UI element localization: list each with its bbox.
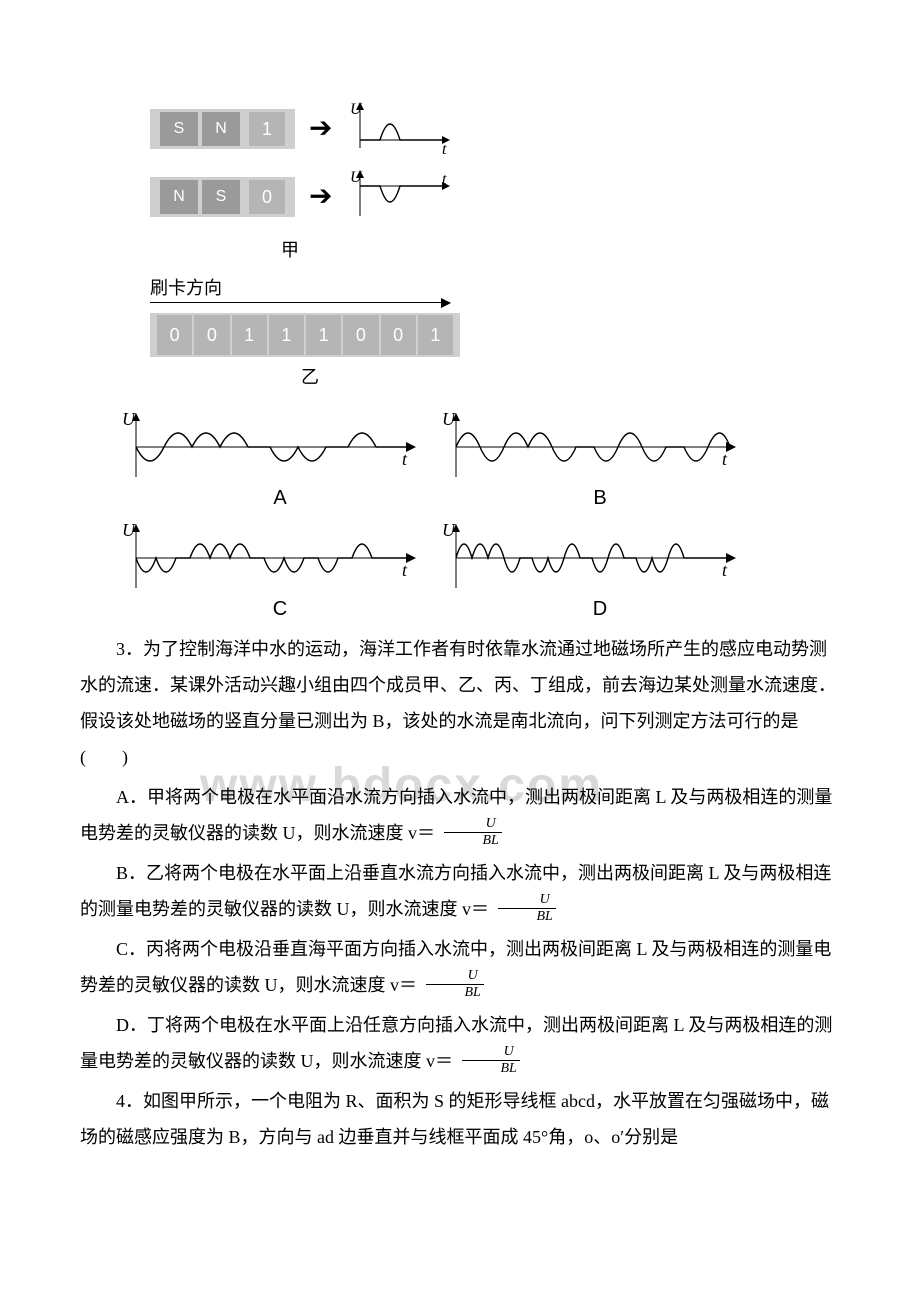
- swipe-arrow: [150, 302, 450, 303]
- bit-cell: 1: [232, 315, 267, 355]
- graph-a-svg: U t: [120, 409, 420, 485]
- bit-cell: 0: [157, 315, 192, 355]
- arrow-icon: ➔: [309, 115, 332, 143]
- q3-intro: 3．为了控制海洋中水的运动，海洋工作者有时依靠水流通过地磁场所产生的感应电动势测…: [80, 631, 840, 775]
- svg-text:t: t: [402, 449, 408, 469]
- bit-cell: 1: [306, 315, 341, 355]
- magnet-n: N: [201, 111, 241, 147]
- pulse-down-graph: U t: [346, 168, 456, 226]
- q3-option-d: D．丁将两个电极在水平面上沿任意方向插入水流中，测出两极间距离 L 及与两极相连…: [80, 1007, 840, 1079]
- graph-b-label: B: [440, 487, 760, 510]
- axis-t: t: [442, 141, 447, 158]
- graph-a: U t A: [120, 409, 440, 510]
- magnet-value-0: 0: [248, 179, 286, 215]
- graph-c: U t C: [120, 520, 440, 621]
- magnet-n2: N: [159, 179, 199, 215]
- graph-c-svg: U t: [120, 520, 420, 596]
- formula-ubl: UBL: [498, 893, 556, 924]
- q3-d-text: D．丁将两个电极在水平面上沿任意方向插入水流中，测出两极间距离 L 及与两极相连…: [80, 1015, 832, 1071]
- axis-t: t: [442, 171, 447, 188]
- graph-b-svg: U t: [440, 409, 740, 485]
- question-3: 3．为了控制海洋中水的运动，海洋工作者有时依靠水流通过地磁场所产生的感应电动势测…: [80, 631, 840, 1155]
- magnet-s: S: [159, 111, 199, 147]
- q3-option-b: B．乙将两个电极在水平面上沿垂直水流方向插入水流中，测出两极间距离 L 及与两极…: [80, 855, 840, 927]
- q3-option-c: C．丙将两个电极沿垂直海平面方向插入水流中，测出两极间距离 L 及与两极相连的测…: [80, 931, 840, 1003]
- q4-text: 4．如图甲所示，一个电阻为 R、面积为 S 的矩形导线框 abcd，水平放置在匀…: [80, 1083, 840, 1155]
- bit-cell: 1: [418, 315, 453, 355]
- graph-a-label: A: [120, 487, 440, 510]
- pulse-up-graph: U t: [346, 100, 456, 158]
- graph-c-label: C: [120, 598, 440, 621]
- figure-jia-row1: S N 1 ➔ U t: [150, 100, 840, 158]
- bit-cell: 0: [343, 315, 378, 355]
- formula-ubl: UBL: [426, 969, 484, 1000]
- graph-b: U t B: [440, 409, 760, 510]
- bit-strip: 0 0 1 1 1 0 0 1: [150, 313, 460, 357]
- swipe-direction-label: 刷卡方向: [150, 274, 840, 300]
- magnet-strip-1: S N 1: [150, 109, 295, 149]
- q3-b-text: B．乙将两个电极在水平面上沿垂直水流方向插入水流中，测出两极间距离 L 及与两极…: [80, 863, 831, 919]
- figure-yi-label: 乙: [290, 363, 330, 389]
- formula-ubl: UBL: [444, 817, 502, 848]
- graph-d-svg: U t: [440, 520, 740, 596]
- figure-jia-row2: N S 0 ➔ U t: [150, 168, 840, 226]
- q3-option-a: A．甲将两个电极在水平面沿水流方向插入水流中，测出两极间距离 L 及与两极相连的…: [80, 779, 840, 851]
- magnet-strip-0: N S 0: [150, 177, 295, 217]
- svg-text:t: t: [722, 449, 728, 469]
- magnet-value-1: 1: [248, 111, 286, 147]
- formula-ubl: UBL: [462, 1045, 520, 1076]
- graph-d-label: D: [440, 598, 760, 621]
- graph-d: U t D: [440, 520, 760, 621]
- bit-cell: 0: [194, 315, 229, 355]
- magnet-s2: S: [201, 179, 241, 215]
- bit-cell: 0: [381, 315, 416, 355]
- bit-cell: 1: [269, 315, 304, 355]
- figure-jia-label: 甲: [270, 236, 310, 262]
- svg-text:t: t: [722, 560, 728, 580]
- arrow-icon: ➔: [309, 183, 332, 211]
- option-graphs: U t A U t B U t: [120, 409, 760, 631]
- svg-text:t: t: [402, 560, 408, 580]
- figure-jia: S N 1 ➔ U t N S 0 ➔ U t: [150, 100, 840, 389]
